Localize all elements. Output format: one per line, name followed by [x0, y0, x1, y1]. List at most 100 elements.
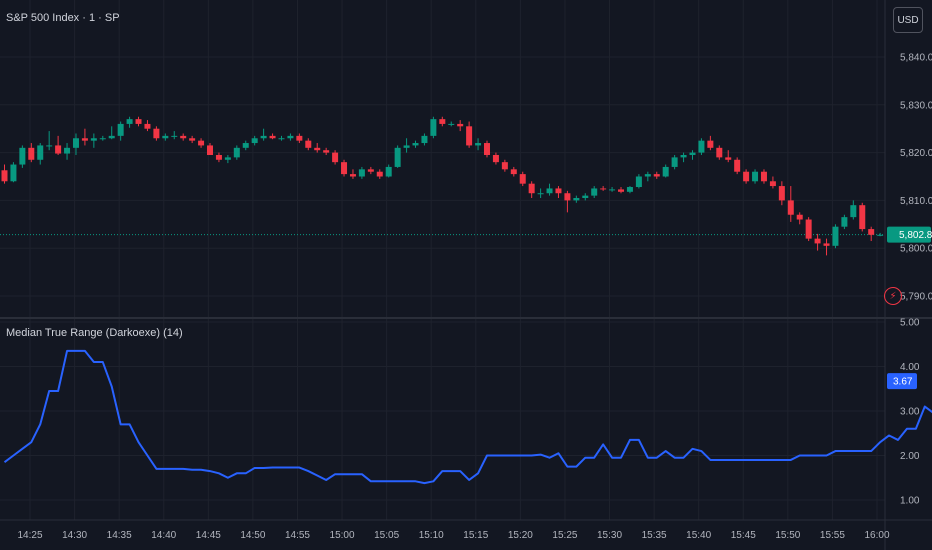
candle-body	[778, 186, 785, 201]
candle-body	[859, 205, 866, 230]
candle-body	[644, 174, 651, 177]
candle-body	[153, 128, 160, 139]
candle-body	[233, 147, 240, 158]
candle-body	[501, 162, 508, 170]
indicator-tick-label: 2.00	[900, 451, 920, 462]
candle-body	[716, 147, 723, 158]
candle-body	[510, 169, 517, 175]
candle-body	[180, 135, 187, 139]
candle-body	[805, 219, 812, 239]
candle-body	[55, 145, 62, 154]
time-tick-label: 15:35	[642, 530, 667, 541]
time-tick-label: 14:55	[285, 530, 310, 541]
candle-body	[144, 123, 151, 129]
candle-body	[680, 154, 687, 158]
candle-body	[394, 147, 401, 167]
candle-body	[769, 181, 776, 187]
indicator-title: Median True Range (Darkoexe) (14)	[6, 327, 183, 339]
candle-body	[475, 143, 482, 146]
time-tick-label: 15:00	[330, 530, 355, 541]
currency-button[interactable]: USD	[893, 7, 923, 33]
candle-body	[349, 174, 356, 177]
candle-body	[707, 140, 714, 148]
candle-body	[841, 217, 848, 227]
candle-body	[46, 145, 53, 147]
candle-body	[609, 189, 616, 191]
candle-body	[546, 188, 553, 194]
candle-body	[135, 119, 142, 124]
candle-body	[814, 238, 821, 244]
candle-body	[28, 147, 35, 160]
last-price-label: 5,802.83	[899, 230, 932, 241]
candle-body	[635, 176, 642, 188]
lightning-icon[interactable]: ⚡	[884, 287, 902, 305]
candle-body	[72, 138, 79, 148]
candle-body	[385, 166, 392, 177]
candle-body	[573, 198, 580, 201]
candle-body	[653, 174, 660, 177]
time-tick-label: 15:40	[686, 530, 711, 541]
candle-body	[207, 145, 214, 155]
mtr-series-line	[3, 349, 932, 485]
price-tick-label: 5,830.00	[900, 100, 932, 111]
candle-body	[787, 200, 794, 215]
candle-body	[689, 152, 696, 155]
candle-body	[260, 135, 267, 139]
candle-body	[796, 214, 803, 220]
time-tick-label: 16:00	[864, 530, 889, 541]
candle-body	[492, 154, 499, 163]
candle-body	[1, 170, 8, 182]
symbol-title: S&P 500 Index · 1 · SP	[6, 12, 120, 24]
time-tick-label: 15:30	[597, 530, 622, 541]
candle-body	[99, 138, 106, 140]
candle-body	[421, 135, 428, 144]
candle-body	[19, 147, 26, 165]
time-tick-label: 15:05	[374, 530, 399, 541]
time-tick-label: 15:20	[508, 530, 533, 541]
candle-body	[430, 119, 437, 136]
price-tick-label: 5,820.00	[900, 148, 932, 159]
candle-body	[626, 187, 633, 192]
candle-body	[448, 123, 455, 125]
candle-body	[332, 152, 339, 163]
candle-body	[296, 135, 303, 141]
candle-body	[528, 183, 535, 194]
candle-body	[600, 188, 607, 190]
indicator-tick-label: 3.00	[900, 407, 920, 418]
candle-body	[90, 138, 97, 141]
time-tick-label: 14:40	[151, 530, 176, 541]
indicator-value-badge	[887, 373, 917, 390]
price-axis: 5,840.00 5,830.00 5,820.00 5,810.00 5,800.00…	[887, 53, 932, 303]
candle-body	[662, 166, 669, 177]
candle-body	[850, 205, 857, 218]
candle-body	[367, 169, 374, 172]
candle-body	[215, 154, 222, 160]
candle-body	[877, 234, 884, 236]
candle-body	[403, 145, 410, 148]
candle-body	[108, 135, 115, 139]
candle-body	[251, 138, 258, 144]
candle-body	[519, 174, 526, 184]
time-tick-label: 14:25	[17, 530, 42, 541]
candle-body	[439, 119, 446, 124]
indicator-value-label: 3.67	[893, 377, 913, 388]
time-tick-label: 15:25	[552, 530, 577, 541]
candle-body	[198, 140, 205, 146]
candle-body	[341, 162, 348, 175]
time-tick-label: 14:50	[240, 530, 265, 541]
time-axis: 14:25 14:30 14:35 14:40 14:45 14:50 14:55 15:00…	[17, 530, 889, 541]
candle-body	[671, 157, 678, 167]
last-price-badge	[887, 226, 931, 243]
candle-body	[564, 193, 571, 201]
time-tick-label: 15:45	[731, 530, 756, 541]
median-true-range-line	[3, 349, 932, 485]
candle-body	[457, 123, 464, 127]
candle-body	[64, 147, 71, 154]
candle-body	[81, 138, 88, 141]
candle-body	[537, 193, 544, 195]
candle-body	[760, 171, 767, 182]
candle-body	[117, 123, 124, 136]
indicator-axis: 5.00 4.00 3.00 2.00 1.00 3.67	[887, 318, 920, 507]
candle-body	[305, 140, 312, 148]
